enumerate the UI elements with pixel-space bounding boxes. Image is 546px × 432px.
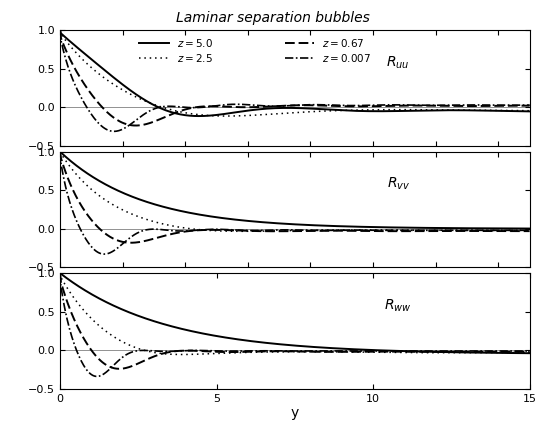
Legend: $z = 0.67$, $z = 0.007$: $z = 0.67$, $z = 0.007$	[281, 32, 376, 68]
X-axis label: y: y	[290, 407, 299, 420]
Text: $R_{uu}$: $R_{uu}$	[387, 54, 410, 71]
Text: Laminar separation bubbles: Laminar separation bubbles	[176, 11, 370, 25]
Text: $R_{ww}$: $R_{ww}$	[384, 297, 412, 314]
Text: $R_{vv}$: $R_{vv}$	[387, 176, 410, 192]
